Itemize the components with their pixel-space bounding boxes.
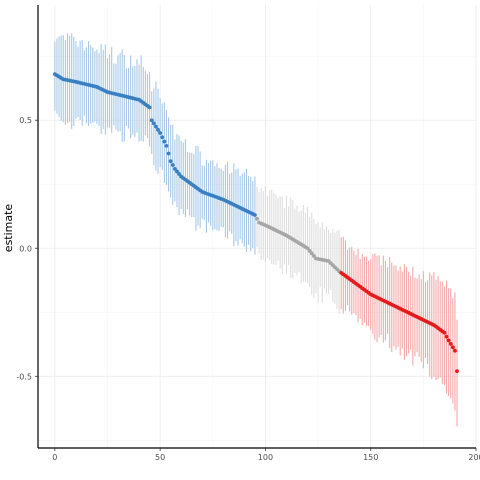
y-tick-label: -0.5 [16,372,32,381]
estimate-point [149,118,154,123]
y-axis-title: estimate [2,204,15,253]
y-axis-ticks: -0.5 0.0 0.5 [16,116,38,381]
estimate-point [170,163,175,167]
estimate-point [307,248,312,253]
estimate-point [442,330,447,335]
x-tick-label: 150 [363,453,378,462]
estimate-point [147,105,152,110]
estimate-point [311,254,316,258]
estimate-point [166,151,171,156]
x-tick-label: 50 [155,453,165,462]
estimate-point [158,131,163,135]
estimate-point [156,127,160,132]
estimate-point [309,251,314,256]
estimate-point [252,213,257,217]
estimate-point [305,246,310,251]
estimate-point [255,216,259,221]
estimate-point [160,135,165,140]
estimate-point [175,169,179,174]
y-tick-label: 0.5 [19,116,32,125]
estimate-point [154,124,158,129]
estimate-point [444,334,449,339]
y-tick-label: 0.0 [19,244,32,253]
estimate-points [52,72,459,374]
estimate-point [448,341,453,346]
x-tick-label: 100 [258,453,273,462]
estimate-point [168,159,173,164]
x-tick-label: 0 [52,453,57,462]
estimate-point [455,369,459,374]
estimate-point [164,143,169,148]
estimate-point [172,166,177,171]
estimate-point [446,338,451,343]
estimate-point [450,345,455,350]
estimate-point [151,121,156,126]
estimate-point [453,348,457,353]
x-axis-ticks: 0 50 100 150 200 [52,448,480,462]
estimate-point [177,172,181,176]
x-tick-label: 200 [468,453,480,462]
estimate-point [162,139,167,144]
